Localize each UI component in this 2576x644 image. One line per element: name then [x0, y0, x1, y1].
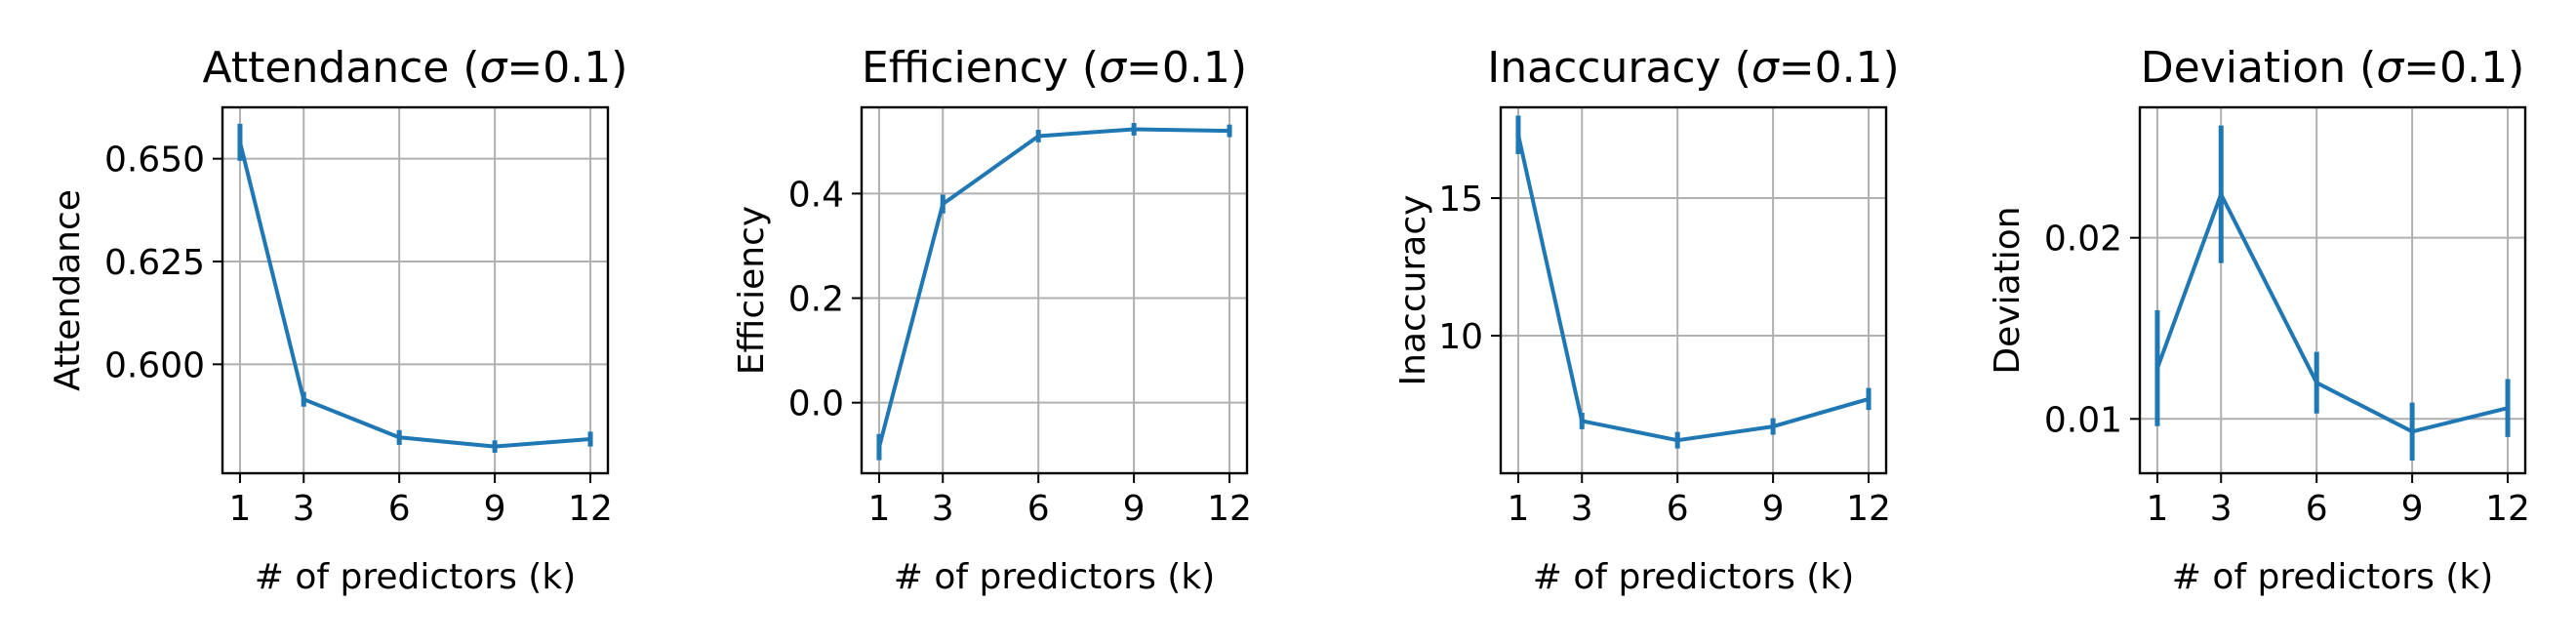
- y-tick-label: 0.0: [788, 384, 844, 424]
- chart-title-suffix: =0.1): [1126, 43, 1247, 93]
- x-tick-label: 6: [1027, 489, 1050, 529]
- x-tick-label: 6: [388, 489, 411, 529]
- chart-panel-3: 1 3 6 9 12 10 15 Inaccuracy (σ=0.1) # of predict…: [1393, 43, 1900, 597]
- x-tick-label: 12: [1207, 489, 1252, 529]
- y-tick-label: 0.01: [2044, 400, 2122, 440]
- y-tick-label: 0.2: [788, 280, 844, 320]
- data-point: [2154, 365, 2160, 371]
- data-point: [492, 444, 498, 450]
- y-tick-label: 0.625: [104, 243, 205, 283]
- data-point: [1770, 423, 1776, 429]
- chart-title-sigma: σ: [1751, 43, 1780, 93]
- data-point: [1515, 132, 1521, 138]
- data-point: [1035, 133, 1041, 139]
- series-line: [1516, 134, 1870, 443]
- y-tick-label: 15: [1438, 180, 1483, 220]
- data-point: [1674, 437, 1680, 443]
- y-tick-label: 0.02: [2044, 220, 2122, 260]
- data-point: [940, 201, 946, 207]
- data-point: [2505, 405, 2511, 411]
- axes-frame: [221, 105, 610, 475]
- chart-title-sigma: σ: [2376, 43, 2404, 93]
- data-point: [1866, 396, 1872, 402]
- x-tick-label: 9: [1123, 489, 1146, 529]
- x-tick-label: 1: [229, 489, 252, 529]
- x-tick-label: 1: [868, 489, 891, 529]
- chart-title: Inaccuracy (σ=0.1): [1487, 43, 1899, 93]
- x-tick-label: 6: [2306, 489, 2328, 529]
- x-tick-label: 3: [2210, 489, 2233, 529]
- data-point: [1131, 127, 1137, 132]
- y-axis-label: Deviation: [1988, 206, 2028, 374]
- chart-panel-1: 1 3 6 9 12 0.600 0.625 0.650 Attendance (σ=0.1) #…: [48, 43, 627, 597]
- x-tick-label: 12: [1846, 489, 1891, 529]
- data-point: [1227, 128, 1232, 134]
- y-axis-label: Efficiency: [732, 206, 772, 375]
- x-axis-label: # of predictors (k): [1533, 557, 1854, 597]
- y-tick-label: 0.4: [788, 175, 844, 215]
- data-point: [237, 140, 243, 145]
- chart-title-suffix: =0.1): [506, 43, 627, 93]
- x-tick-label: 6: [1667, 489, 1689, 529]
- series-line: [877, 127, 1230, 448]
- x-tick-label: 9: [1762, 489, 1785, 529]
- y-axis-label: Attendance: [48, 189, 88, 391]
- data-point: [1579, 418, 1585, 423]
- y-tick-label: 0.650: [104, 141, 205, 181]
- data-point: [301, 396, 306, 402]
- x-axis-label: # of predictors (k): [2172, 557, 2493, 597]
- y-tick-label: 0.600: [104, 345, 205, 385]
- chart-panel-2: 1 3 6 9 12 0.0 0.2 0.4 Efficiency (σ=0.1) # of pr…: [732, 43, 1252, 597]
- axes-frame: [1499, 105, 1888, 475]
- chart-title-prefix: Attendance (: [203, 43, 480, 93]
- chart-title-prefix: Deviation (: [2141, 43, 2377, 93]
- data-point: [587, 436, 593, 442]
- x-tick-label: 9: [484, 489, 506, 529]
- x-axis-label: # of predictors (k): [894, 557, 1215, 597]
- chart-title-prefix: Inaccuracy (: [1487, 43, 1751, 93]
- x-tick-label: 3: [932, 489, 954, 529]
- axes-frame: [2138, 105, 2527, 475]
- series-line: [2155, 192, 2509, 434]
- x-tick-label: 1: [1508, 489, 1530, 529]
- x-tick-label: 9: [2401, 489, 2424, 529]
- y-axis-label: Inaccuracy: [1393, 195, 1433, 386]
- x-axis-label: # of predictors (k): [255, 557, 576, 597]
- chart-title-prefix: Efficiency (: [862, 43, 1099, 93]
- data-point: [2314, 380, 2319, 385]
- axes-frame: [860, 105, 1249, 475]
- chart-panel-4: 1 3 6 9 12 0.01 0.02 Deviation (σ=0.1) # of pred…: [1988, 43, 2530, 597]
- series-line: [238, 141, 591, 449]
- chart-title-sigma: σ: [1099, 43, 1127, 93]
- x-tick-label: 1: [2147, 489, 2169, 529]
- x-tick-label: 3: [293, 489, 315, 529]
- data-point: [396, 434, 402, 440]
- chart-title: Deviation (σ=0.1): [2141, 43, 2525, 93]
- x-tick-label: 12: [2485, 489, 2530, 529]
- x-tick-label: 3: [1571, 489, 1593, 529]
- chart-title-suffix: =0.1): [2403, 43, 2524, 93]
- data-point: [876, 444, 882, 450]
- y-tick-label: 10: [1438, 317, 1483, 357]
- chart-title-sigma: σ: [480, 43, 508, 93]
- chart-title-suffix: =0.1): [1779, 43, 1900, 93]
- data-point: [2218, 191, 2224, 197]
- chart-title: Attendance (σ=0.1): [203, 43, 628, 93]
- data-point: [2409, 428, 2415, 434]
- chart-title: Efficiency (σ=0.1): [862, 43, 1247, 93]
- x-tick-label: 12: [568, 489, 613, 529]
